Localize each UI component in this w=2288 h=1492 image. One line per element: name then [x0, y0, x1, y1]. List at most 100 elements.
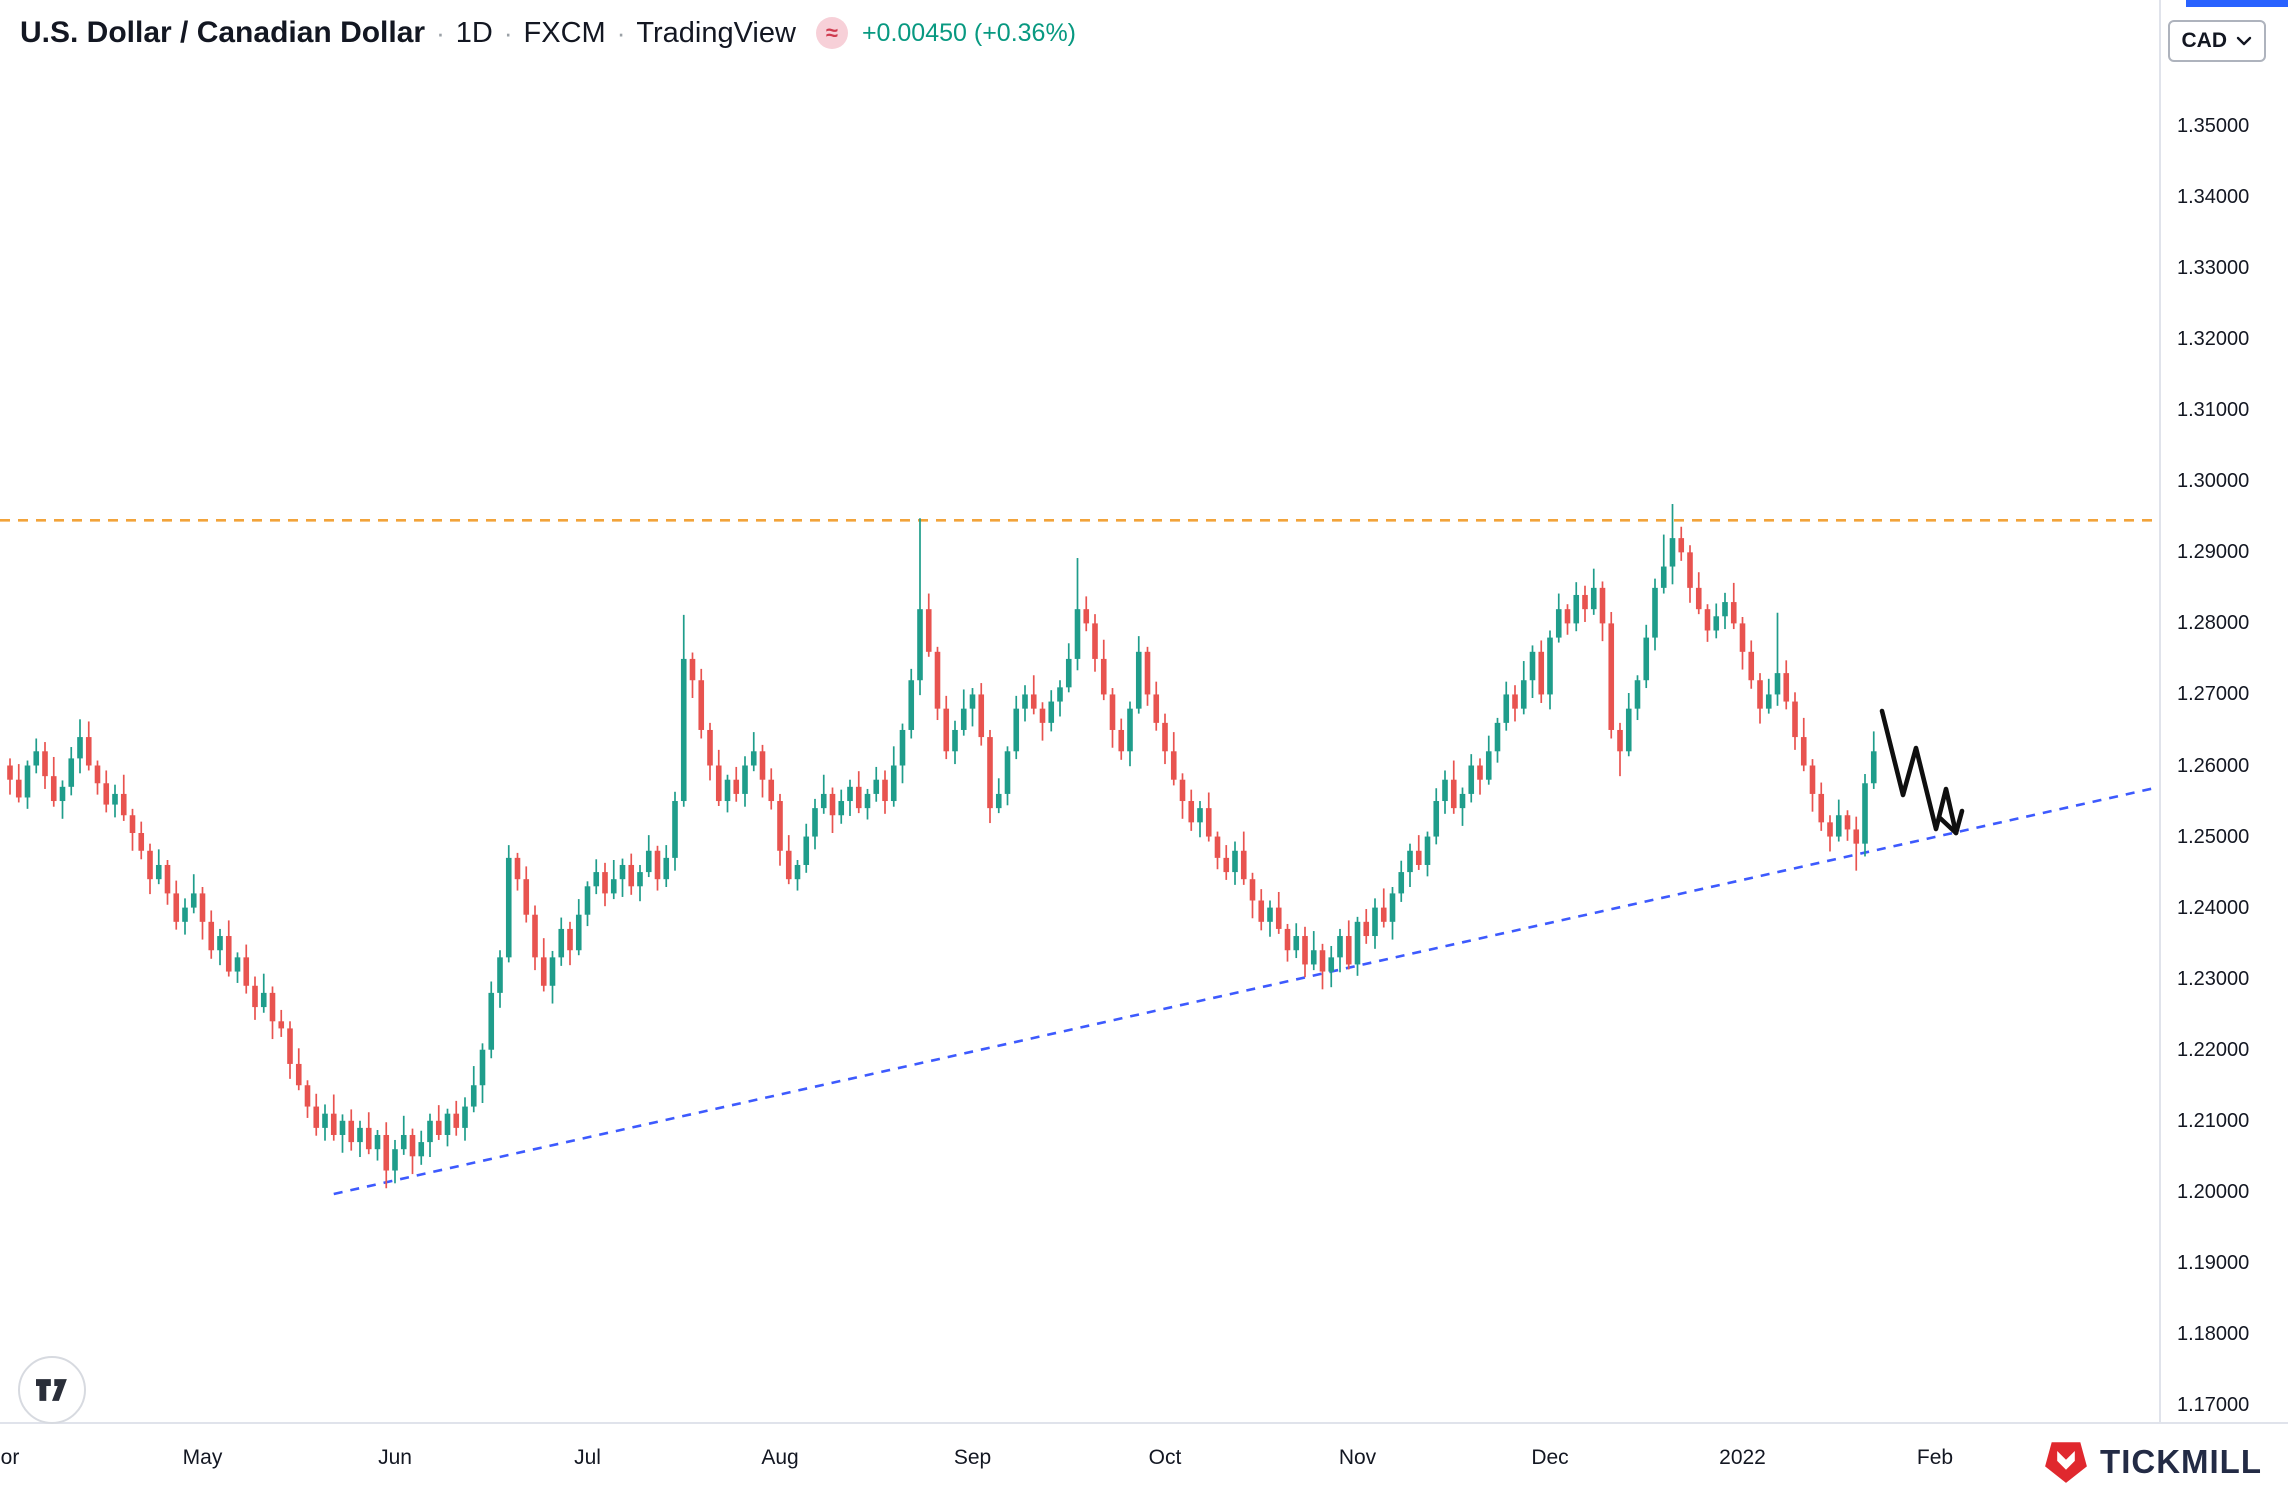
candle[interactable] [260, 992, 267, 1008]
candle[interactable] [1538, 651, 1545, 695]
candle[interactable] [514, 857, 521, 880]
candle[interactable] [890, 765, 897, 802]
candle[interactable] [864, 793, 871, 809]
candle[interactable] [1503, 694, 1510, 723]
candle[interactable] [400, 1134, 407, 1150]
candle[interactable] [365, 1127, 372, 1150]
candle[interactable] [1687, 552, 1693, 588]
candle[interactable] [1573, 594, 1580, 624]
candle[interactable] [15, 779, 22, 798]
candle[interactable] [1083, 609, 1090, 624]
candle[interactable] [120, 793, 127, 816]
candle[interactable] [960, 708, 967, 730]
candle[interactable] [995, 793, 1002, 809]
candle[interactable] [759, 751, 766, 780]
candle[interactable] [733, 779, 740, 794]
candle[interactable] [1118, 729, 1125, 752]
candle[interactable] [1564, 609, 1571, 624]
candle[interactable] [794, 864, 801, 880]
candle[interactable] [952, 729, 958, 752]
candle[interactable] [1739, 623, 1746, 652]
candle[interactable] [138, 833, 145, 851]
candle[interactable] [1468, 765, 1475, 794]
candle[interactable] [873, 779, 880, 794]
candle[interactable] [882, 779, 888, 802]
candle[interactable] [1004, 751, 1011, 794]
candle[interactable] [1827, 822, 1833, 837]
candle[interactable] [287, 1028, 293, 1064]
candle[interactable] [488, 992, 495, 1050]
trendline[interactable] [333, 786, 2155, 1196]
candle[interactable] [768, 779, 775, 802]
candle[interactable] [1240, 850, 1247, 880]
candle[interactable] [103, 783, 110, 805]
candle[interactable] [1424, 836, 1431, 865]
candle[interactable] [50, 776, 57, 802]
candle[interactable] [628, 864, 635, 887]
candle[interactable] [374, 1134, 381, 1150]
candle[interactable] [698, 680, 705, 730]
candle[interactable] [1275, 907, 1282, 929]
candle[interactable] [243, 957, 250, 986]
candle[interactable] [742, 765, 748, 794]
candle[interactable] [672, 801, 678, 858]
drawn-arrow[interactable] [1879, 708, 1959, 836]
exchange-label[interactable]: FXCM [523, 16, 606, 49]
candle[interactable] [715, 765, 722, 802]
candle[interactable] [278, 1021, 285, 1029]
candle[interactable] [1372, 907, 1378, 937]
candle[interactable] [584, 886, 591, 915]
candle[interactable] [1730, 602, 1737, 624]
candle[interactable] [1643, 637, 1650, 681]
candle[interactable] [1520, 680, 1527, 709]
candle[interactable] [357, 1127, 363, 1143]
candle[interactable] [908, 680, 915, 730]
candle[interactable] [724, 779, 731, 802]
candle[interactable] [1512, 694, 1518, 709]
candle[interactable] [777, 801, 783, 851]
candle[interactable] [654, 850, 661, 880]
candle[interactable] [1214, 836, 1221, 858]
candle[interactable] [707, 729, 713, 766]
candle[interactable] [1057, 687, 1063, 702]
candle[interactable] [847, 786, 853, 802]
candle[interactable] [925, 609, 932, 652]
timeframe-label[interactable]: 1D [455, 16, 493, 49]
candle[interactable] [637, 872, 643, 887]
candle[interactable] [1809, 765, 1816, 794]
candle[interactable] [1415, 850, 1422, 865]
candle[interactable] [1048, 701, 1055, 723]
candle[interactable] [838, 801, 845, 816]
candle[interactable] [1100, 658, 1107, 695]
candle[interactable] [208, 921, 215, 951]
candle[interactable] [1835, 815, 1842, 837]
candle[interactable] [785, 850, 792, 880]
candle[interactable] [505, 857, 512, 958]
candle[interactable] [1529, 651, 1536, 681]
candle[interactable] [1757, 680, 1763, 709]
candle[interactable] [1433, 801, 1440, 837]
candle[interactable] [1170, 751, 1177, 780]
candle[interactable] [558, 928, 565, 958]
candle[interactable] [453, 1113, 460, 1128]
candle[interactable] [24, 765, 31, 798]
candle[interactable] [1800, 737, 1807, 766]
candle[interactable] [234, 957, 241, 972]
candle[interactable] [1853, 829, 1860, 844]
candle[interactable] [1293, 936, 1300, 951]
candle[interactable] [59, 786, 66, 802]
candle[interactable] [1249, 879, 1256, 901]
candle[interactable] [549, 957, 556, 986]
candle[interactable] [77, 737, 83, 759]
candle[interactable] [1625, 708, 1632, 752]
symbol-title[interactable]: U.S. Dollar / Canadian Dollar [20, 16, 426, 49]
candle[interactable] [1748, 651, 1755, 681]
candle[interactable] [85, 737, 92, 766]
candle[interactable] [470, 1085, 477, 1107]
candle[interactable] [663, 857, 670, 880]
candle[interactable] [1092, 623, 1098, 659]
price-axis[interactable]: 1.35000 1.34000 1.33000 1.32000 1.31000 1.300… [2161, 0, 2288, 1422]
candle[interactable] [1547, 637, 1553, 695]
candle[interactable] [1363, 921, 1370, 937]
candle[interactable] [575, 914, 582, 951]
